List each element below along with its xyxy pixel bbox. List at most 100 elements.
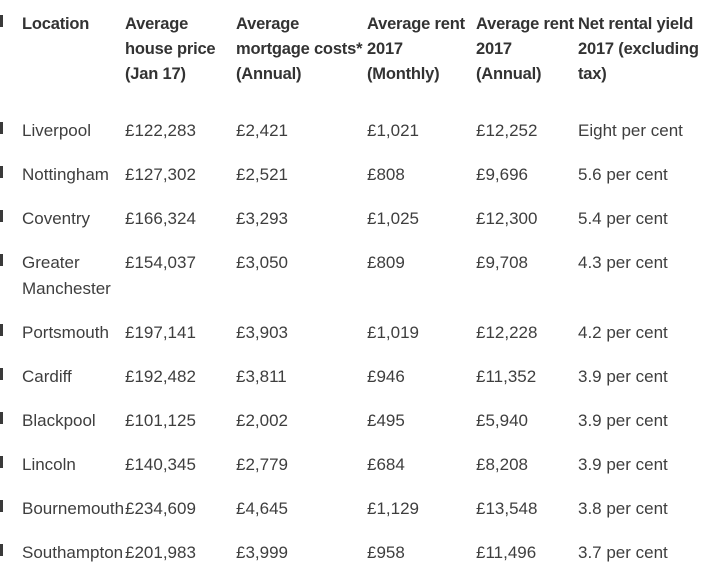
cell-location: Lincoln [0,443,125,487]
column-header-label: Location [22,15,90,33]
cell-house-price: £234,609 [125,499,196,518]
cell-rent-annual: £8,208 [476,455,528,474]
cell-net-yield: 3.9 per cent [578,367,668,386]
left-edge-mark [0,412,3,424]
cell-house-price: £140,345 [125,455,196,474]
location-label: Coventry [22,209,91,228]
left-edge-mark [0,122,3,134]
cell-rent-monthly: £684 [367,455,405,474]
cell-location: Coventry [0,197,125,241]
cell-location: Blackpool [0,399,125,443]
cell-rent-monthly: £1,129 [367,499,419,518]
column-header-house-price: Average house price (Jan 17) [125,15,216,83]
table-row: Cardiff £192,482 £3,811 £946 £11,352 3.9… [0,355,727,399]
cell-mortgage-costs: £3,999 [236,543,288,562]
left-edge-mark [0,456,3,468]
left-edge-mark [0,500,3,512]
table-row: Lincoln £140,345 £2,779 £684 £8,208 3.9 … [0,443,727,487]
cell-rent-annual: £12,300 [476,209,538,228]
column-header-location: Location [0,0,125,109]
cell-location: Greater Manchester [0,241,125,311]
cell-house-price: £201,983 [125,543,196,562]
cell-house-price: £122,283 [125,121,196,140]
cell-net-yield: Eight per cent [578,121,683,140]
cell-rent-annual: £5,940 [476,411,528,430]
location-label: Liverpool [22,121,91,140]
cell-mortgage-costs: £3,903 [236,323,288,342]
cell-location: Southampton [0,531,125,575]
cell-mortgage-costs: £2,421 [236,121,288,140]
location-label: Bournemouth [22,499,125,518]
left-edge-mark [0,15,3,27]
table-row: Liverpool £122,283 £2,421 £1,021 £12,252… [0,109,727,153]
cell-rent-monthly: £1,019 [367,323,419,342]
left-edge-mark [0,166,3,178]
cell-mortgage-costs: £4,645 [236,499,288,518]
cell-house-price: £166,324 [125,209,196,228]
cell-rent-annual: £11,496 [476,543,537,562]
cell-rent-monthly: £495 [367,411,405,430]
cell-net-yield: 5.4 per cent [578,209,668,228]
cell-rent-annual: £13,548 [476,499,538,518]
cell-rent-annual: £11,352 [476,367,537,386]
left-edge-mark [0,324,3,336]
cell-net-yield: 3.9 per cent [578,455,668,474]
cell-location: Cardiff [0,355,125,399]
location-label: Blackpool [22,411,96,430]
table-row: Bournemouth £234,609 £4,645 £1,129 £13,5… [0,487,727,531]
left-edge-mark [0,254,3,266]
cell-rent-annual: £9,696 [476,165,528,184]
cell-net-yield: 3.7 per cent [578,543,668,562]
table-row: Greater Manchester £154,037 £3,050 £809 … [0,241,727,311]
table-row: Nottingham £127,302 £2,521 £808 £9,696 5… [0,153,727,197]
table-row: Southampton £201,983 £3,999 £958 £11,496… [0,531,727,575]
location-label: Greater Manchester [22,253,111,298]
cell-rent-monthly: £808 [367,165,405,184]
cell-rent-annual: £12,252 [476,121,538,140]
column-header-rent-monthly: Average rent 2017 (Monthly) [367,15,465,83]
cell-mortgage-costs: £2,521 [236,165,288,184]
cell-net-yield: 4.3 per cent [578,253,668,272]
location-label: Southampton [22,543,124,562]
left-edge-mark [0,368,3,380]
cell-rent-monthly: £809 [367,253,405,272]
cell-rent-monthly: £1,025 [367,209,419,228]
location-label: Lincoln [22,455,76,474]
location-label: Portsmouth [22,323,109,342]
cell-mortgage-costs: £3,050 [236,253,288,272]
cell-house-price: £127,302 [125,165,196,184]
left-edge-mark [0,210,3,222]
cell-house-price: £197,141 [125,323,196,342]
cell-mortgage-costs: £3,293 [236,209,288,228]
cell-rent-annual: £9,708 [476,253,528,272]
cell-mortgage-costs: £2,779 [236,455,288,474]
cell-rent-annual: £12,228 [476,323,538,342]
cell-house-price: £192,482 [125,367,196,386]
cell-mortgage-costs: £3,811 [236,367,287,386]
cell-net-yield: 5.6 per cent [578,165,668,184]
cell-net-yield: 3.8 per cent [578,499,668,518]
table-row: Portsmouth £197,141 £3,903 £1,019 £12,22… [0,311,727,355]
column-header-net-yield: Net rental yield 2017 (excluding tax) [578,15,699,83]
location-label: Cardiff [22,367,72,386]
cell-location: Portsmouth [0,311,125,355]
cell-net-yield: 3.9 per cent [578,411,668,430]
table-row: Coventry £166,324 £3,293 £1,025 £12,300 … [0,197,727,241]
cell-rent-monthly: £946 [367,367,405,386]
cell-location: Liverpool [0,109,125,153]
table-row: Blackpool £101,125 £2,002 £495 £5,940 3.… [0,399,727,443]
cell-location: Nottingham [0,153,125,197]
cell-house-price: £101,125 [125,411,196,430]
cell-rent-monthly: £958 [367,543,405,562]
cell-rent-monthly: £1,021 [367,121,419,140]
cell-house-price: £154,037 [125,253,196,272]
column-header-mortgage-costs: Average mortgage costs* (Annual) [236,15,363,83]
column-header-rent-annual: Average rent 2017 (Annual) [476,15,574,83]
cell-net-yield: 4.2 per cent [578,323,668,342]
left-edge-mark [0,544,3,556]
location-label: Nottingham [22,165,109,184]
cell-location: Bournemouth [0,487,125,531]
cell-mortgage-costs: £2,002 [236,411,288,430]
header-row: Location Average house price (Jan 17) Av… [0,0,727,109]
